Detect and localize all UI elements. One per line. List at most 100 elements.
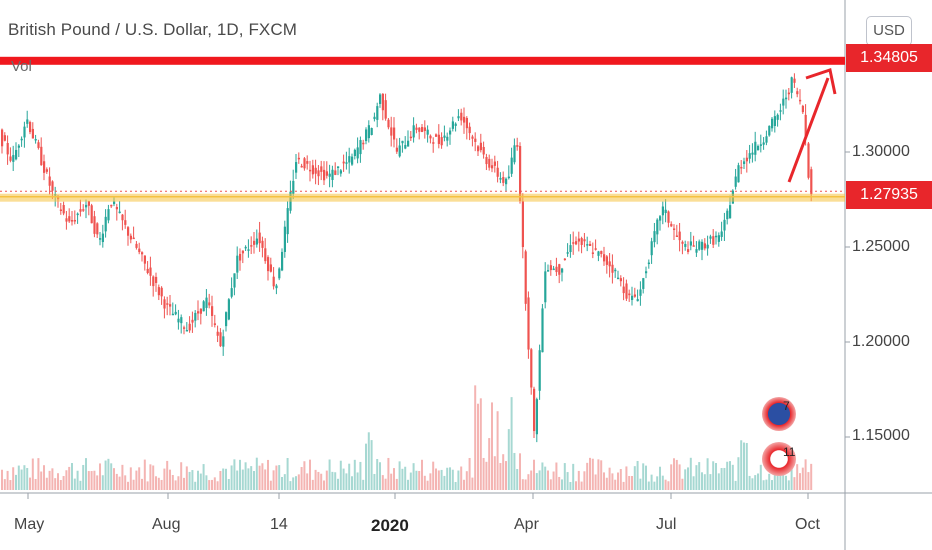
volume-bar: [328, 459, 331, 490]
candle-body: [673, 228, 676, 230]
volume-bar: [255, 457, 258, 490]
candle-body: [272, 276, 275, 287]
volume-bar: [670, 464, 673, 490]
volume-bar: [418, 470, 421, 490]
volume-bar: [625, 466, 628, 490]
candle-body: [135, 243, 138, 248]
volume-bar: [426, 480, 429, 490]
candle-body: [138, 248, 141, 253]
volume-bar: [45, 477, 48, 490]
volume-bar: [362, 479, 365, 490]
candle-body: [59, 209, 62, 212]
candle-body: [407, 140, 410, 147]
volume-bar: [726, 461, 729, 490]
candle-body: [107, 209, 110, 221]
candle-body: [726, 210, 729, 220]
volume-bar: [43, 465, 45, 490]
candle-body: [594, 248, 597, 250]
volume-bar: [370, 440, 373, 490]
candle-body: [12, 155, 15, 162]
x-tick-label: May: [14, 516, 45, 533]
candle-body: [387, 119, 390, 128]
candle-body: [519, 146, 522, 201]
volume-bar: [367, 432, 370, 490]
volume-bar: [429, 473, 432, 490]
volume-bar: [3, 479, 6, 490]
volume-bar: [645, 465, 647, 490]
candle-body: [446, 136, 449, 141]
volume-bar: [233, 459, 236, 490]
candle-body: [723, 219, 726, 231]
candle-body: [211, 306, 214, 316]
x-tick-label: 14: [270, 516, 288, 533]
volume-bar: [729, 461, 731, 490]
volume-bar: [146, 481, 149, 490]
volume-bar: [757, 473, 759, 490]
volume-bar: [409, 472, 412, 490]
volume-bar: [387, 457, 390, 490]
candle-body: [334, 170, 337, 175]
volume-bar: [617, 472, 619, 490]
candle-body: [533, 388, 536, 432]
volume-bar: [451, 469, 454, 490]
candle-body: [505, 178, 508, 185]
currency-button[interactable]: USD: [866, 16, 912, 46]
volume-bar: [454, 481, 457, 490]
volume-bar: [709, 474, 712, 490]
candle-body: [188, 323, 191, 331]
volume-bar: [524, 479, 527, 490]
volume-bar: [76, 470, 79, 490]
candle-body: [807, 143, 810, 178]
volume-bar: [754, 475, 757, 490]
volume-bar: [31, 458, 34, 490]
volume-bar: [535, 473, 538, 490]
volume-bar: [101, 475, 104, 490]
candle-body: [479, 142, 482, 151]
candle-body: [572, 242, 575, 244]
volume-bar: [561, 479, 563, 490]
candle-body: [269, 264, 272, 272]
volume-indicator-label[interactable]: Vol: [11, 58, 32, 75]
candle-body: [678, 231, 681, 241]
volume-bar: [493, 456, 496, 490]
candle-body: [62, 205, 65, 214]
volume-bar: [323, 480, 325, 490]
us-flag-icon[interactable]: [762, 442, 796, 476]
candle-body: [132, 237, 135, 240]
volume-bar: [499, 463, 502, 490]
candle-body: [171, 313, 174, 316]
volume-bar: [258, 465, 261, 490]
candle-body: [241, 250, 244, 254]
candle-body: [608, 261, 611, 267]
volume-bar: [723, 467, 726, 490]
support-zone: [0, 193, 845, 202]
volume-bar: [443, 475, 446, 490]
volume-bar: [118, 476, 121, 490]
volume-bar: [205, 475, 208, 490]
candle-body: [799, 99, 802, 102]
volume-bar: [799, 473, 801, 490]
chart-title: British Pound / U.S. Dollar, 1D, FXCM: [8, 20, 298, 39]
volume-bar: [510, 397, 513, 490]
volume-bar: [85, 458, 87, 490]
candle-body: [286, 208, 289, 235]
candle-body: [720, 231, 723, 237]
candle-body: [247, 249, 250, 251]
volume-bar: [793, 477, 796, 490]
volume-bar: [163, 468, 166, 490]
candle-body: [762, 142, 765, 145]
candle-body: [773, 116, 776, 127]
candle-body: [647, 262, 650, 265]
uk-flag-icon[interactable]: [762, 397, 796, 431]
candle-body: [381, 93, 384, 111]
volume-bar: [633, 466, 636, 490]
volume-bar: [488, 438, 491, 490]
candle-body: [169, 304, 172, 307]
candle-body: [99, 238, 102, 240]
candle-body: [320, 166, 323, 172]
volume-bar: [157, 477, 160, 490]
candle-body: [575, 241, 578, 245]
volume-bar: [583, 471, 586, 490]
candle-body: [684, 244, 687, 247]
